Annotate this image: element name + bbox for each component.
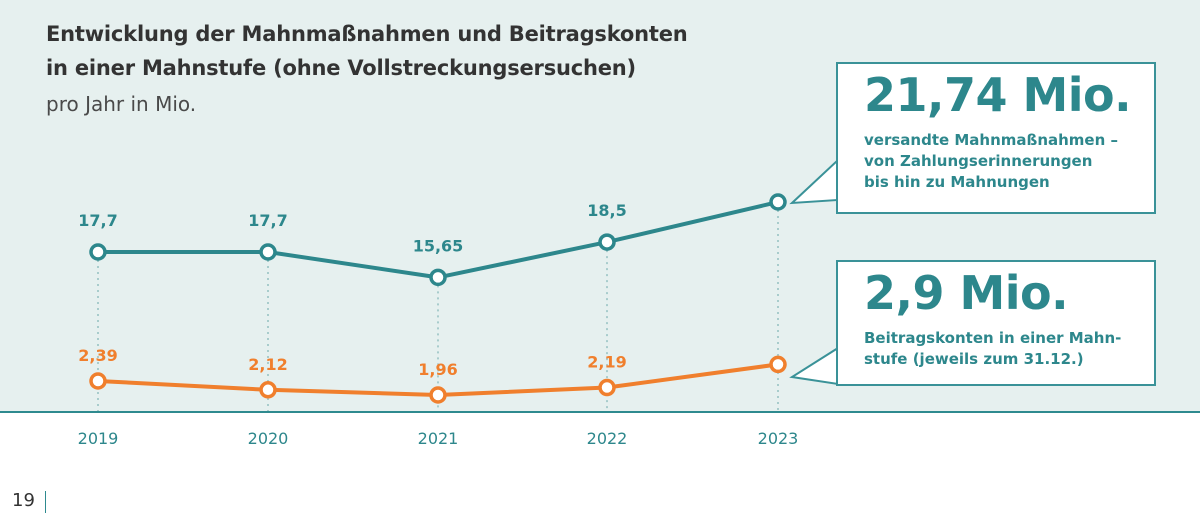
x-tick-label: 2020 [248,429,289,448]
callout-mahnmassnahmen: 21,74 Mio. versandte Mahnmaßnahmen – von… [836,62,1156,214]
x-tick-label: 2021 [418,429,459,448]
page-number: 19 [12,490,35,511]
x-tick-label: 2023 [758,429,799,448]
data-label: 18,5 [587,201,626,220]
data-label: 2,39 [78,346,117,365]
callout-mahnmassnahmen-pointer [789,157,839,205]
data-label: 2,19 [587,353,626,372]
callout-mahnmassnahmen-description: versandte Mahnmaßnahmen – von Zahlungser… [864,130,1118,193]
data-point-marker [769,193,787,211]
data-point-marker [259,381,277,399]
data-label: 2,12 [248,355,287,374]
x-tick-label: 2022 [587,429,628,448]
callout-text-line: Beitragskonten in einer Mahn- [864,329,1122,347]
x-tick-label: 2019 [78,429,119,448]
data-label: 1,96 [418,360,457,379]
callout-text-line: bis hin zu Mahnungen [864,173,1050,191]
data-point-marker [429,268,447,287]
data-point-marker [598,233,616,251]
callout-text-line: von Zahlungserinnerungen [864,152,1093,170]
callout-text-line: stufe (jeweils zum 31.12.) [864,350,1084,368]
chart-subtitle: pro Jahr in Mio. [46,92,197,116]
callout-mahnmassnahmen-value: 21,74 Mio. [864,68,1132,122]
line-chart: 17,7 17,7 15,65 18,5 2,39 2,12 1,96 2,19 2019 202… [78,157,839,448]
callout-beitragskonten: 2,9 Mio. Beitragskonten in einer Mahn- s… [836,260,1156,386]
data-point-marker [89,243,107,261]
callout-beitragskonten-description: Beitragskonten in einer Mahn- stufe (jew… [864,328,1121,370]
x-axis-baseline [0,411,1200,413]
data-point-marker [259,243,277,261]
callout-beitragskonten-value: 2,9 Mio. [864,266,1069,320]
page-number-separator [45,491,46,513]
data-label: 17,7 [248,211,287,230]
callout-text-line: versandte Mahnmaßnahmen – [864,131,1119,149]
data-point-marker [89,372,107,390]
data-label: 17,7 [78,211,117,230]
chart-title-line-1: Entwicklung der Mahnmaßnahmen und Beitra… [46,22,688,46]
data-point-marker [769,355,787,374]
callout-beitragskonten-pointer [789,346,839,386]
data-label: 15,65 [413,236,464,255]
data-point-marker [429,386,447,404]
data-point-marker [598,378,616,397]
chart-title-line-2: in einer Mahnstufe (ohne Vollstreckungse… [46,56,636,80]
